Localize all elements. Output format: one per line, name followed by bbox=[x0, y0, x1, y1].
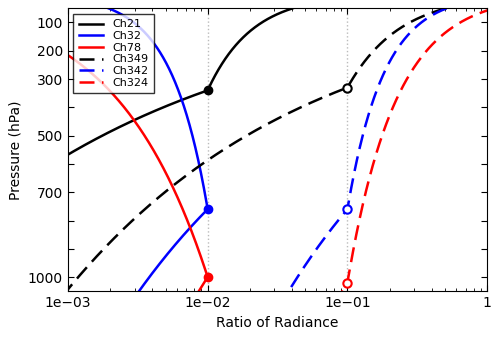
Ch324 bbox=[339, 289, 345, 293]
Ch32 bbox=[190, 136, 196, 140]
Ch32 bbox=[142, 281, 148, 285]
Ch21 bbox=[80, 144, 86, 148]
Ch342 bbox=[418, 21, 424, 25]
Ch342 bbox=[444, 6, 450, 10]
Ch21 bbox=[94, 136, 100, 140]
Ch32 bbox=[136, 289, 142, 293]
Ch324 bbox=[376, 144, 382, 148]
Line: Ch324: Ch324 bbox=[342, 8, 494, 291]
Ch349 bbox=[443, 6, 449, 10]
Line: Ch78: Ch78 bbox=[0, 8, 208, 291]
Y-axis label: Pressure (hPa): Pressure (hPa) bbox=[8, 100, 22, 199]
Line: Ch349: Ch349 bbox=[66, 8, 446, 291]
Ch324 bbox=[491, 6, 497, 10]
Ch342 bbox=[327, 229, 333, 233]
Ch324 bbox=[378, 136, 384, 140]
Ch324 bbox=[456, 21, 462, 25]
Ch21 bbox=[258, 21, 264, 25]
Ch349 bbox=[118, 229, 124, 233]
Line: Ch342: Ch342 bbox=[288, 8, 446, 291]
Ch78 bbox=[148, 144, 154, 148]
Ch78 bbox=[201, 281, 207, 285]
Line: Ch32: Ch32 bbox=[108, 8, 208, 291]
Ch78 bbox=[188, 229, 194, 233]
Ch342 bbox=[357, 144, 363, 148]
Ch21 bbox=[290, 6, 296, 10]
Ch32 bbox=[192, 144, 198, 148]
Ch78 bbox=[0, 21, 2, 25]
Ch78 bbox=[201, 281, 207, 285]
Ch349 bbox=[70, 281, 76, 285]
Ch324 bbox=[354, 229, 360, 233]
Ch324 bbox=[344, 281, 350, 285]
Ch32 bbox=[131, 21, 137, 25]
Ch349 bbox=[239, 136, 245, 140]
Line: Ch21: Ch21 bbox=[0, 8, 292, 291]
Ch342 bbox=[286, 289, 292, 293]
Ch32 bbox=[184, 229, 190, 233]
Ch32 bbox=[106, 6, 112, 10]
Ch349 bbox=[226, 144, 232, 148]
Ch342 bbox=[359, 136, 365, 140]
X-axis label: Ratio of Radiance: Ratio of Radiance bbox=[216, 316, 338, 330]
Ch349 bbox=[406, 21, 412, 25]
Ch324 bbox=[344, 281, 350, 285]
Ch342 bbox=[291, 281, 297, 285]
Ch349 bbox=[64, 289, 70, 293]
Ch349 bbox=[70, 281, 76, 285]
Ch78 bbox=[144, 136, 150, 140]
Ch78 bbox=[196, 289, 202, 293]
Ch32 bbox=[142, 281, 148, 285]
Ch342 bbox=[290, 281, 296, 285]
Legend: Ch21, Ch32, Ch78, Ch349, Ch342, Ch324: Ch21, Ch32, Ch78, Ch349, Ch342, Ch324 bbox=[74, 14, 154, 93]
